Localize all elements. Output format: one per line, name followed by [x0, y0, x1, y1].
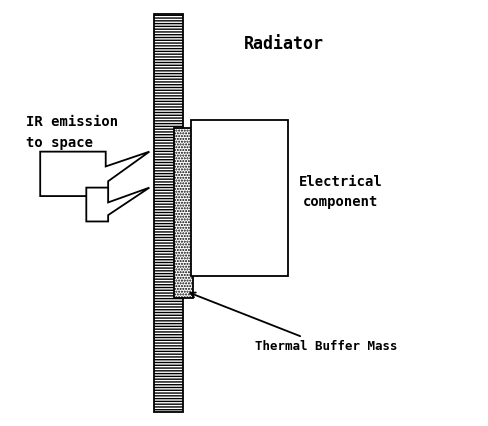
- Bar: [191, 120, 287, 276]
- Bar: [154, 14, 183, 412]
- Polygon shape: [40, 152, 149, 196]
- Text: Electrical
component: Electrical component: [299, 175, 383, 209]
- Text: IR emission
to space: IR emission to space: [26, 115, 118, 150]
- Text: Radiator: Radiator: [244, 35, 324, 53]
- Polygon shape: [86, 187, 149, 222]
- Bar: [174, 128, 193, 298]
- Text: Thermal Buffer Mass: Thermal Buffer Mass: [190, 293, 398, 353]
